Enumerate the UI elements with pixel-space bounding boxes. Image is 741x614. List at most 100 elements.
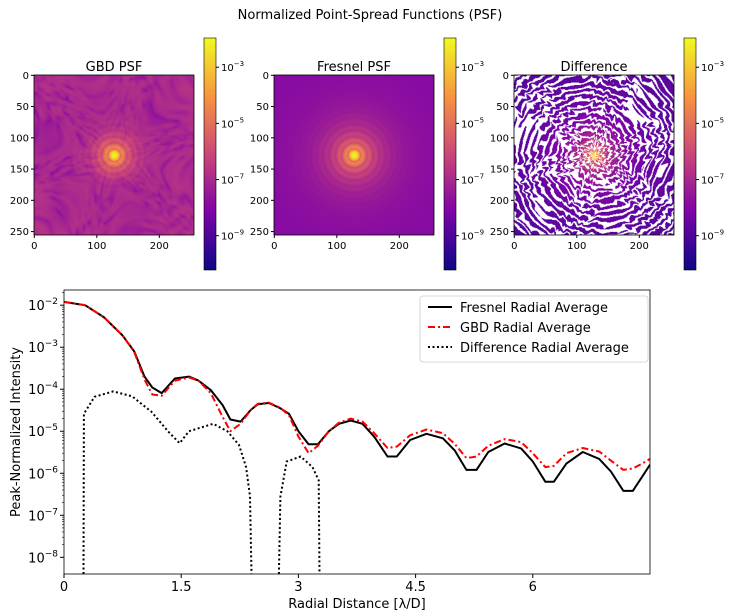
colorbar-tick-label: 10−5: [461, 116, 484, 130]
tick-exponent: −7: [474, 173, 484, 181]
x-tick-label: 1.5: [171, 580, 192, 595]
tick-exponent: −5: [45, 423, 58, 433]
difference-colorbar-frame: [683, 37, 697, 271]
x-axis-label: Radial Distance [λ/D]: [288, 597, 426, 612]
tick-exponent: −5: [474, 116, 484, 124]
tick-base: 10: [28, 341, 45, 356]
difference-panel-title: Difference: [560, 60, 627, 75]
tick-base: 10: [461, 232, 474, 243]
x-tick-label: 6: [529, 580, 537, 595]
y-tick-label: 250: [250, 227, 269, 238]
tick-exponent: −7: [45, 507, 58, 517]
colorbar-tick-label: 10−5: [221, 116, 244, 130]
x-tick-label: 0: [511, 241, 517, 252]
colorbar-tick-label: 10−7: [221, 173, 244, 187]
gbd-image-frame: [33, 74, 195, 236]
y-tick-label: 10−8: [28, 549, 58, 566]
tick-base: 10: [221, 232, 234, 243]
tick-base: 10: [221, 63, 234, 74]
tick-exponent: −6: [45, 465, 59, 475]
x-tick-label: 4.5: [405, 580, 426, 595]
tick-base: 10: [221, 176, 234, 187]
colorbar-tick-label: 10−3: [221, 60, 244, 74]
tick-base: 10: [221, 119, 234, 130]
tick-base: 10: [461, 176, 474, 187]
x-tick-label: 0: [31, 241, 37, 252]
figure-title: Normalized Point-Spread Functions (PSF): [238, 8, 503, 23]
tick-base: 10: [28, 551, 45, 566]
x-tick-label: 200: [150, 241, 169, 252]
gbd-psf-image: [34, 75, 194, 235]
colorbar-tick-label: 10−7: [461, 173, 484, 187]
y-tick-label: 150: [250, 165, 269, 176]
y-tick-label: 200: [250, 196, 269, 207]
y-tick-label: 100: [250, 133, 269, 144]
y-tick-label: 250: [490, 227, 509, 238]
x-tick-label: 0: [271, 241, 277, 252]
tick-exponent: −9: [474, 229, 484, 237]
tick-exponent: −5: [714, 116, 724, 124]
colorbar-tick-label: 10−9: [221, 229, 244, 243]
tick-exponent: −3: [714, 60, 724, 68]
tick-base: 10: [701, 63, 714, 74]
tick-base: 10: [461, 63, 474, 74]
y-tick-label: 10−7: [28, 507, 58, 524]
legend: Fresnel Radial Average GBD Radial Averag…: [419, 295, 649, 363]
tick-exponent: −9: [234, 229, 244, 237]
tick-exponent: −4: [45, 381, 59, 391]
tick-exponent: −8: [45, 549, 59, 559]
difference-colorbar: [684, 38, 696, 270]
colorbar-tick-label: 10−3: [701, 60, 724, 74]
tick-base: 10: [28, 509, 45, 524]
tick-exponent: −7: [234, 173, 244, 181]
y-tick-label: 100: [10, 133, 29, 144]
tick-exponent: −3: [45, 339, 58, 349]
legend-fresnel-label: Fresnel Radial Average: [460, 301, 608, 316]
y-tick-label: 50: [496, 102, 509, 113]
tick-exponent: −3: [474, 60, 484, 68]
y-tick-label: 50: [256, 102, 269, 113]
y-tick-label: 10−4: [28, 381, 58, 398]
x-tick-label: 3: [294, 580, 302, 595]
y-tick-label: 10−2: [28, 297, 58, 314]
colorbar-tick-label: 10−7: [701, 173, 724, 187]
y-tick-label: 250: [10, 227, 29, 238]
difference-radial-average-line: [82, 390, 321, 574]
colorbar-tick-label: 10−3: [461, 60, 484, 74]
y-tick-label: 0: [23, 71, 29, 82]
tick-base: 10: [461, 119, 474, 130]
x-tick-label: 0: [60, 580, 68, 595]
colorbar-tick-label: 10−9: [701, 229, 724, 243]
gbd-colorbar-frame: [203, 37, 217, 271]
y-tick-label: 50: [16, 102, 29, 113]
radial-average-plot: 0 1.5 3 4.5 610−210−310−410−510−610−710−8 Ra…: [9, 289, 651, 612]
tick-base: 10: [701, 176, 714, 187]
gbd-colorbar: [204, 38, 216, 270]
tick-exponent: −5: [234, 116, 244, 124]
legend-gbd-label: GBD Radial Average: [460, 321, 591, 336]
tick-base: 10: [28, 383, 45, 398]
tick-base: 10: [28, 425, 45, 440]
colorbar-tick-label: 10−5: [701, 116, 724, 130]
colorbar-tick-label: 10−9: [461, 229, 484, 243]
tick-base: 10: [701, 232, 714, 243]
y-tick-label: 150: [490, 165, 509, 176]
y-tick-label: 10−5: [28, 423, 58, 440]
tick-base: 10: [701, 119, 714, 130]
y-tick-label: 10−3: [28, 339, 58, 356]
tick-exponent: −7: [714, 173, 724, 181]
y-tick-label: 0: [263, 71, 269, 82]
x-tick-label: 200: [390, 241, 409, 252]
tick-exponent: −3: [234, 60, 244, 68]
fresnel-panel-title: Fresnel PSF: [317, 60, 391, 75]
difference-image: [514, 75, 674, 235]
gbd-radial-average-line: [64, 300, 650, 471]
legend-difference-label: Difference Radial Average: [460, 341, 629, 356]
fresnel-psf-image: [274, 75, 434, 235]
tick-base: 10: [28, 299, 45, 314]
y-tick-label: 200: [10, 196, 29, 207]
fresnel-colorbar: [444, 38, 456, 270]
x-tick-label: 100: [327, 241, 346, 252]
